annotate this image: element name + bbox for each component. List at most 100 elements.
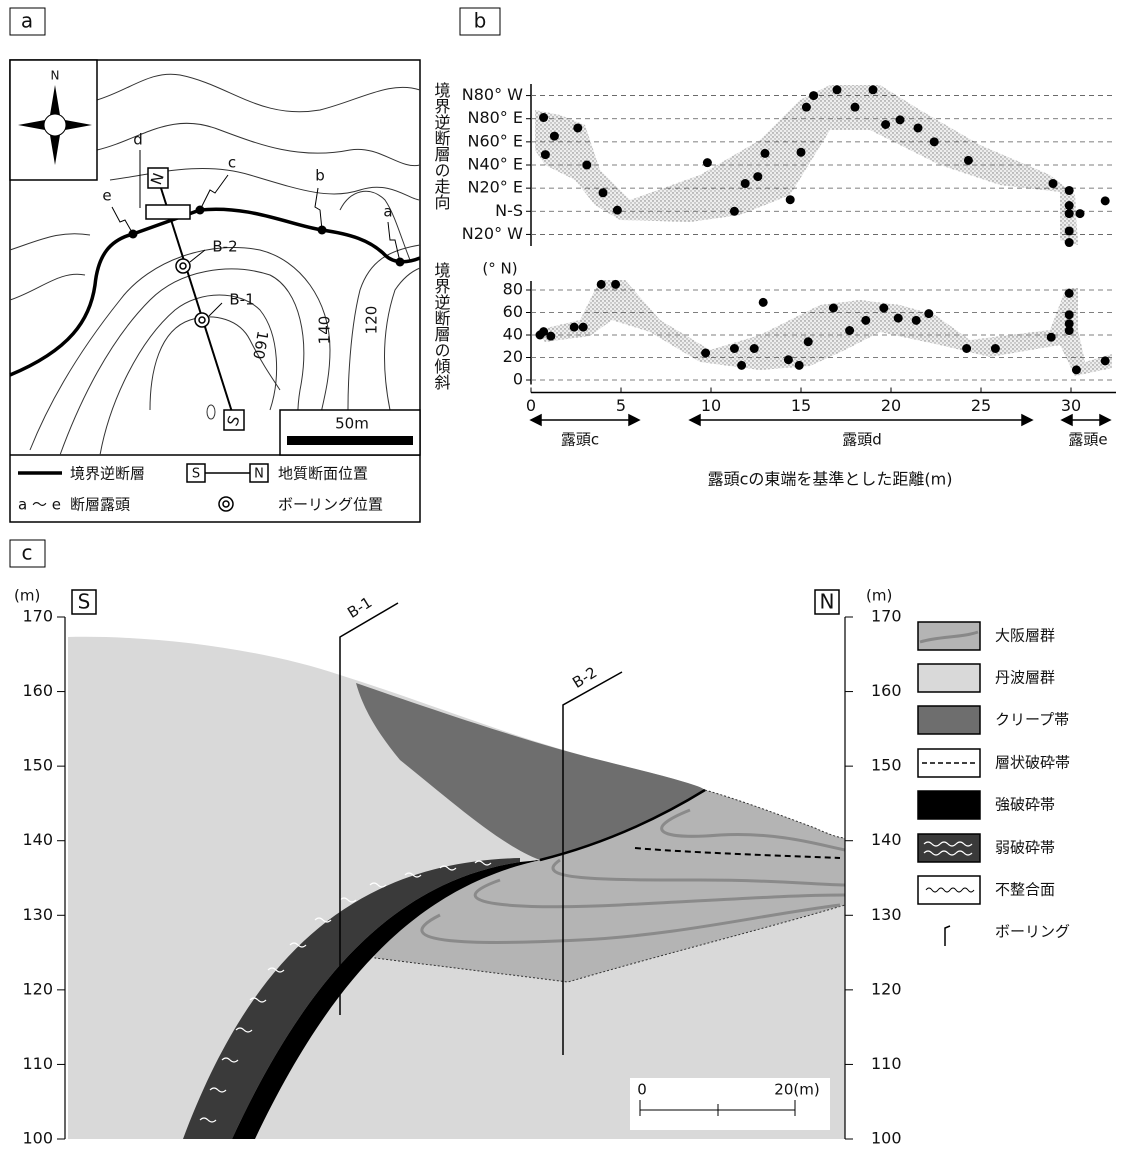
outcrop-range-label: 露頭d: [842, 431, 882, 449]
y-tick-label: 170: [22, 607, 53, 626]
y-tick-label: 120: [22, 979, 53, 998]
y-tick-label: 80: [503, 280, 523, 299]
legend-label: 弱破砕帯: [995, 839, 1055, 857]
point: [597, 280, 606, 289]
point: [550, 132, 559, 141]
point: [1049, 179, 1058, 188]
point: [894, 314, 903, 323]
point: [804, 337, 813, 346]
y-tick-label: N80° E: [467, 108, 523, 127]
point: [750, 344, 759, 353]
outcrop-label: b: [315, 167, 325, 185]
compass-label: N: [51, 69, 60, 83]
x-tick-label: 10: [701, 396, 721, 415]
y-tick-label: 170: [871, 607, 902, 626]
x-tick-label: 20: [881, 396, 901, 415]
y-tick-label: 110: [871, 1054, 902, 1073]
figure: a b c N N S e: [0, 0, 1124, 1149]
point: [1065, 326, 1074, 335]
point: [786, 195, 795, 204]
point: [1065, 226, 1074, 235]
boring-label: B-1: [344, 593, 375, 622]
point: [1101, 356, 1110, 365]
x-axis-title: 露頭cの東端を基準とした距離(m): [708, 470, 953, 489]
contour-label: 140: [316, 316, 334, 345]
point: [833, 85, 842, 94]
legend-label: 大阪層群: [995, 627, 1055, 645]
legend-label: 層状破砕帯: [995, 754, 1070, 772]
point: [930, 137, 939, 146]
point: [829, 304, 838, 313]
point: [1065, 289, 1074, 298]
outcrop-label: a: [383, 203, 392, 221]
envelope: [538, 280, 1112, 376]
legend-end: S: [192, 467, 200, 482]
point: [541, 150, 550, 159]
point: [730, 344, 739, 353]
point: [861, 316, 870, 325]
point: [730, 207, 739, 216]
point: [809, 91, 818, 100]
point: [599, 188, 608, 197]
x-tick-label: 15: [791, 396, 811, 415]
y-axis-title: 境界逆断層の傾斜: [432, 261, 451, 391]
point: [701, 349, 710, 358]
x-tick-label: 5: [616, 396, 626, 415]
point: [851, 103, 860, 112]
point: [703, 158, 712, 167]
y-tick-label: 140: [22, 830, 53, 849]
point: [579, 323, 588, 332]
outcrop-range-label: 露頭e: [1068, 431, 1107, 449]
legend-label: 強破砕帯: [995, 796, 1055, 814]
y-tick-label: 150: [22, 756, 53, 775]
y-tick-label: N80° W: [462, 85, 523, 104]
point: [613, 206, 622, 215]
point: [1065, 209, 1074, 218]
point: [570, 323, 579, 332]
x-tick-label: 25: [971, 396, 991, 415]
point: [914, 123, 923, 132]
point: [1072, 365, 1081, 374]
legend-end: N: [254, 467, 264, 482]
legend-label: 断層露頭: [70, 496, 130, 514]
x-tick-label: 0: [526, 396, 536, 415]
section-end: N: [820, 590, 835, 614]
panel-b: 境界逆断層の走向 境界逆断層の傾斜 (° N) 露頭c 露頭d 露頭e 露頭cの…: [432, 81, 1117, 488]
y-tick-label: 0: [513, 370, 523, 389]
legend-label: 不整合面: [995, 881, 1055, 899]
legend-label: ボーリング: [995, 923, 1070, 941]
point: [573, 123, 582, 132]
point: [1076, 209, 1085, 218]
y-axis-title: 境界逆断層の走向: [432, 81, 451, 210]
point: [1065, 186, 1074, 195]
y-tick-label: 60: [503, 302, 523, 321]
contour-label: 120: [363, 306, 381, 335]
point: [879, 304, 888, 313]
y-tick-label: 110: [22, 1054, 53, 1073]
legend-symbol: a 〜 e: [18, 496, 61, 514]
y-tick-label: 100: [22, 1129, 53, 1148]
point: [802, 103, 811, 112]
outcrop-label: d: [133, 131, 143, 149]
point: [1065, 238, 1074, 247]
section-end: S: [78, 590, 91, 614]
y-tick-label: N40° E: [467, 155, 523, 174]
point: [737, 361, 746, 370]
point: [896, 115, 905, 124]
point: [1065, 201, 1074, 210]
legend-label: クリープ帯: [995, 711, 1069, 729]
y-tick-label: 130: [22, 905, 53, 924]
y-tick-label: 150: [871, 756, 902, 775]
outcrop-range-label: 露頭c: [561, 431, 599, 449]
y-tick-label: N60° E: [467, 131, 523, 150]
y-tick-label: 160: [22, 681, 53, 700]
y-tick-label: 160: [871, 681, 902, 700]
point: [869, 85, 878, 94]
point: [1101, 196, 1110, 205]
y-tick-label: N20° E: [467, 178, 523, 197]
scale-label: 20(m): [774, 1081, 819, 1099]
scale-label: 0: [637, 1081, 647, 1099]
panel-label: a: [21, 9, 33, 33]
legend-label: 地質断面位置: [278, 465, 368, 483]
legend-label: 丹波層群: [995, 669, 1055, 687]
